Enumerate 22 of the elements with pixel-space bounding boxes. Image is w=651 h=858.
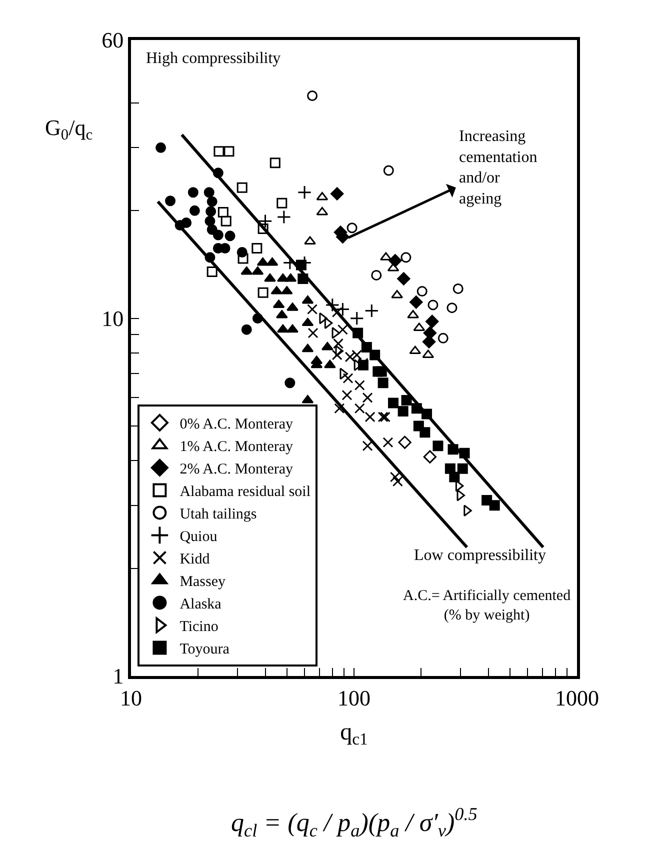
annotation: High compressibility bbox=[146, 50, 281, 67]
text: q$_{cl}$ = (q$_{c}$ / p$_{a}$)(p$_{a}$ / σ′$_{v}$)$^{0.5}$ bbox=[231, 804, 478, 840]
legend-label: Ticino bbox=[180, 619, 218, 636]
annotation: Low compressibility bbox=[414, 547, 546, 564]
legend-label: Quiou bbox=[180, 529, 218, 546]
x-tick-label: 100 bbox=[338, 685, 370, 710]
legend-label: 1% A.C. Monteray bbox=[180, 439, 294, 456]
x-axis-title: q$_{c1}$ bbox=[340, 720, 368, 749]
legend-label: Massey bbox=[180, 574, 226, 590]
legend-label: Alabama residual soil bbox=[180, 484, 310, 500]
y-axis-title: G$_{0}$/q$_{c}$ bbox=[45, 115, 93, 144]
annotation: Increasing cementation and/or ageing bbox=[459, 128, 538, 208]
legend-label: 0% A.C. Monteray bbox=[180, 416, 294, 433]
y-tick-label: 10 bbox=[102, 306, 124, 332]
y-tick-label: 60 bbox=[102, 28, 124, 53]
legend-label: Alaska bbox=[180, 596, 222, 613]
legend-label: Toyoura bbox=[180, 642, 230, 658]
legend-label: Utah tailings bbox=[180, 506, 257, 523]
annotation: A.C.= Artificially cemented (% by weight) bbox=[403, 588, 572, 624]
x-tick-label: 1000 bbox=[555, 685, 599, 710]
legend-label: Kidd bbox=[180, 552, 210, 568]
legend-label: 2% A.C. Monteray bbox=[180, 462, 294, 478]
